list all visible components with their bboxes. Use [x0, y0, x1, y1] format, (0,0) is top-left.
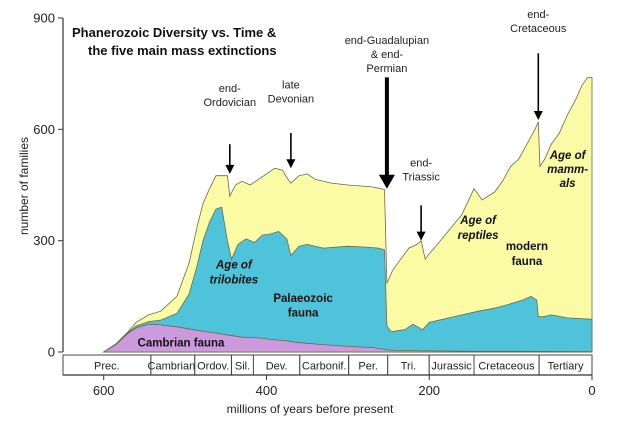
region-label-1: Age of: [215, 260, 253, 272]
period-label-5: Carbonif.: [302, 361, 347, 373]
extinction-label-3-1: Triassic: [402, 171, 440, 183]
region-label-7: modern: [506, 241, 548, 253]
extinction-label-4-1: Cretaceous: [510, 23, 567, 35]
area-layers: [102, 77, 593, 353]
region-label-11: als: [560, 178, 576, 190]
chart-title-line-2: the five main mass extinctions: [88, 43, 277, 58]
period-label-3: Sil.: [235, 361, 250, 373]
extinction-label-2-1: & end-: [371, 49, 404, 61]
period-label-10: Tertiary: [547, 361, 584, 373]
extinction-label-3-0: end-: [410, 157, 432, 169]
x-tick-label-3: 0: [588, 383, 595, 398]
extinction-label-2-2: Permian: [366, 63, 407, 75]
region-label-6: reptiles: [458, 230, 499, 242]
period-label-0: Prec.: [94, 361, 120, 373]
extinction-annotations: end- Ordovician late Devonian end-Guadalupia…: [204, 9, 567, 241]
period-bar: Prec. Cambrian.Ordov. Sil. Dev. Carbonif. Per…: [62, 354, 593, 376]
y-tick-label-2: 600: [33, 122, 55, 137]
extinction-arrow-head-0: [225, 164, 235, 174]
y-axis-title: number of families: [17, 137, 31, 235]
extinction-label-0-1: Ordovician: [204, 97, 257, 109]
area-palaeozoic: [102, 206, 593, 353]
y-tick-label-3: 900: [33, 11, 55, 26]
period-label-4: Dev.: [266, 361, 288, 373]
extinction-label-1-0: late: [282, 80, 300, 92]
x-tick-label-2: 200: [418, 383, 440, 398]
extinction-arrow-head-1: [286, 159, 296, 169]
extinction-label-4-0: end-: [527, 9, 549, 21]
chart-title-line-1: Phanerozoic Diversity vs. Time &: [72, 25, 276, 40]
region-label-2: trilobites: [210, 274, 259, 286]
y-tick-label-0: 0: [48, 345, 55, 360]
region-label-10: mamm-: [547, 164, 588, 176]
extinction-label-0-0: end-: [219, 83, 241, 95]
y-tick-label-1: 300: [33, 233, 55, 248]
region-labels: Cambrian fauna Age of trilobites Palaeozoic…: [138, 150, 589, 349]
x-tick-label-1: 400: [256, 383, 278, 398]
period-label-8: Jurassic: [431, 361, 472, 373]
region-label-3: Palaeozoic: [273, 293, 333, 305]
axes: 0 300 600 900 600 400 200 0: [33, 11, 595, 399]
x-axis-title: millions of years before present: [227, 402, 394, 416]
extinction-label-1-1: Devonian: [268, 94, 314, 106]
period-label-6: Per.: [358, 361, 378, 373]
extinction-arrow-head-2: [378, 174, 395, 189]
period-label-1: Cambrian.: [148, 361, 199, 373]
region-label-4: fauna: [288, 308, 319, 320]
x-tick-label-0: 600: [93, 383, 115, 398]
region-label-8: fauna: [512, 256, 543, 268]
area-cambrian: [102, 323, 593, 353]
period-label-9: Cretaceous: [478, 361, 535, 373]
extinction-label-2-0: end-Guadalupian: [345, 35, 429, 47]
extinction-arrow-head-4: [533, 111, 543, 121]
region-label-0: Cambrian fauna: [138, 337, 226, 349]
period-label-7: Tri.: [401, 361, 416, 373]
period-label-2: Ordov.: [197, 361, 229, 373]
region-label-9: Age of: [549, 150, 587, 162]
extinction-arrow-head-3: [416, 231, 426, 241]
region-label-5: Age of: [459, 215, 497, 227]
